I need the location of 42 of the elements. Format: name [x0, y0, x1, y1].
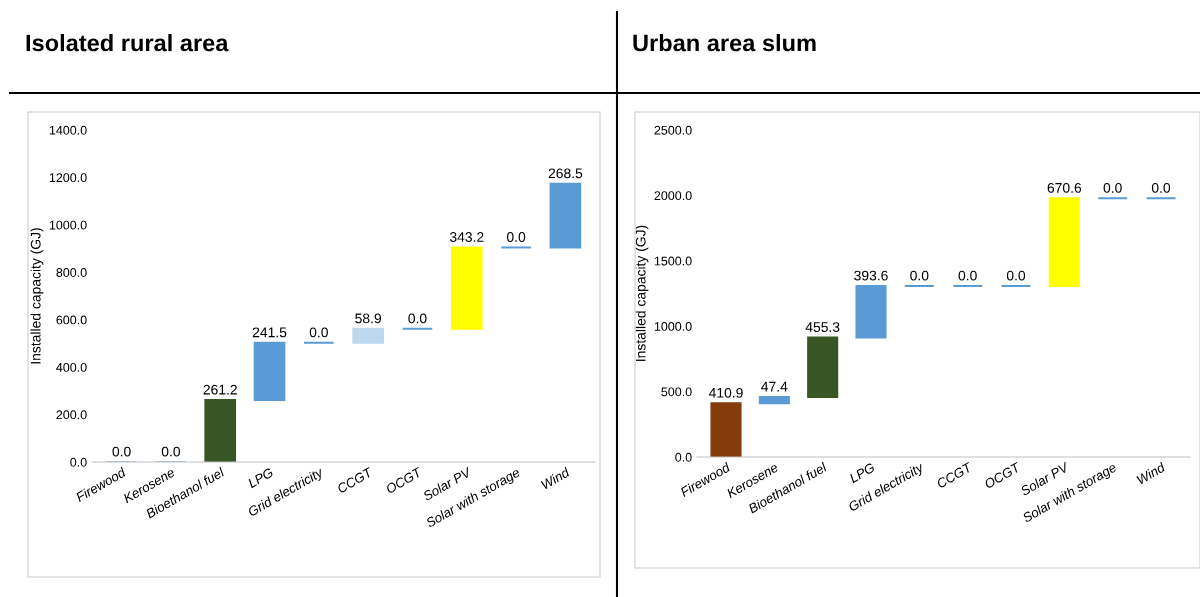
- y-tick-label: 600.0: [56, 315, 87, 325]
- data-label: 0.0: [1006, 270, 1026, 281]
- data-label: 0.0: [161, 446, 181, 457]
- data-label: 0.0: [309, 327, 328, 338]
- x-tick-label: Wind: [540, 466, 571, 490]
- data-label: 343.2: [449, 232, 484, 242]
- y-axis-title: Installed capacity (GJ): [30, 228, 44, 364]
- chart-title: Urban area slum: [633, 34, 816, 52]
- x-tick-label: Wind: [1136, 461, 1167, 485]
- chart-title: Isolated rural area: [26, 34, 229, 52]
- y-tick-label: 1000.0: [654, 322, 692, 331]
- y-tick-label: 2500.0: [654, 125, 692, 135]
- data-label: 0.0: [408, 313, 427, 324]
- data-label: 241.5: [252, 327, 287, 338]
- data-label: 410.9: [708, 387, 743, 398]
- data-label: 455.3: [805, 322, 840, 332]
- y-tick-label: 1200.0: [49, 173, 87, 183]
- y-tick-label: 500.0: [661, 387, 692, 397]
- data-label: 261.2: [203, 384, 237, 395]
- y-tick-label: 1400.0: [49, 125, 87, 135]
- y-axis-title: Installed capacity (GJ): [635, 225, 649, 361]
- data-label: 268.5: [548, 168, 583, 179]
- y-tick-label: 1500.0: [654, 256, 692, 266]
- x-tick-label: LPG: [848, 462, 876, 484]
- data-label: 0.0: [958, 270, 977, 281]
- data-label: 0.0: [1103, 182, 1122, 193]
- y-tick-label: 200.0: [56, 410, 87, 420]
- data-label: 670.6: [1047, 182, 1082, 193]
- data-label: 58.9: [355, 313, 382, 324]
- y-tick-label: 800.0: [56, 268, 87, 277]
- data-label: 47.4: [761, 381, 788, 392]
- data-label: 0.0: [112, 446, 131, 457]
- data-label: 0.0: [910, 270, 929, 281]
- y-tick-label: 2000.0: [654, 191, 692, 201]
- y-tick-label: 400.0: [56, 362, 87, 372]
- data-label: 0.0: [506, 232, 526, 242]
- data-label: 0.0: [1151, 182, 1171, 193]
- x-tick-label: LPG: [247, 467, 274, 489]
- data-label: 393.6: [854, 270, 888, 281]
- y-tick-label: 0.0: [675, 452, 692, 462]
- y-tick-label: 0.0: [70, 457, 87, 467]
- y-tick-label: 1000.0: [49, 220, 87, 230]
